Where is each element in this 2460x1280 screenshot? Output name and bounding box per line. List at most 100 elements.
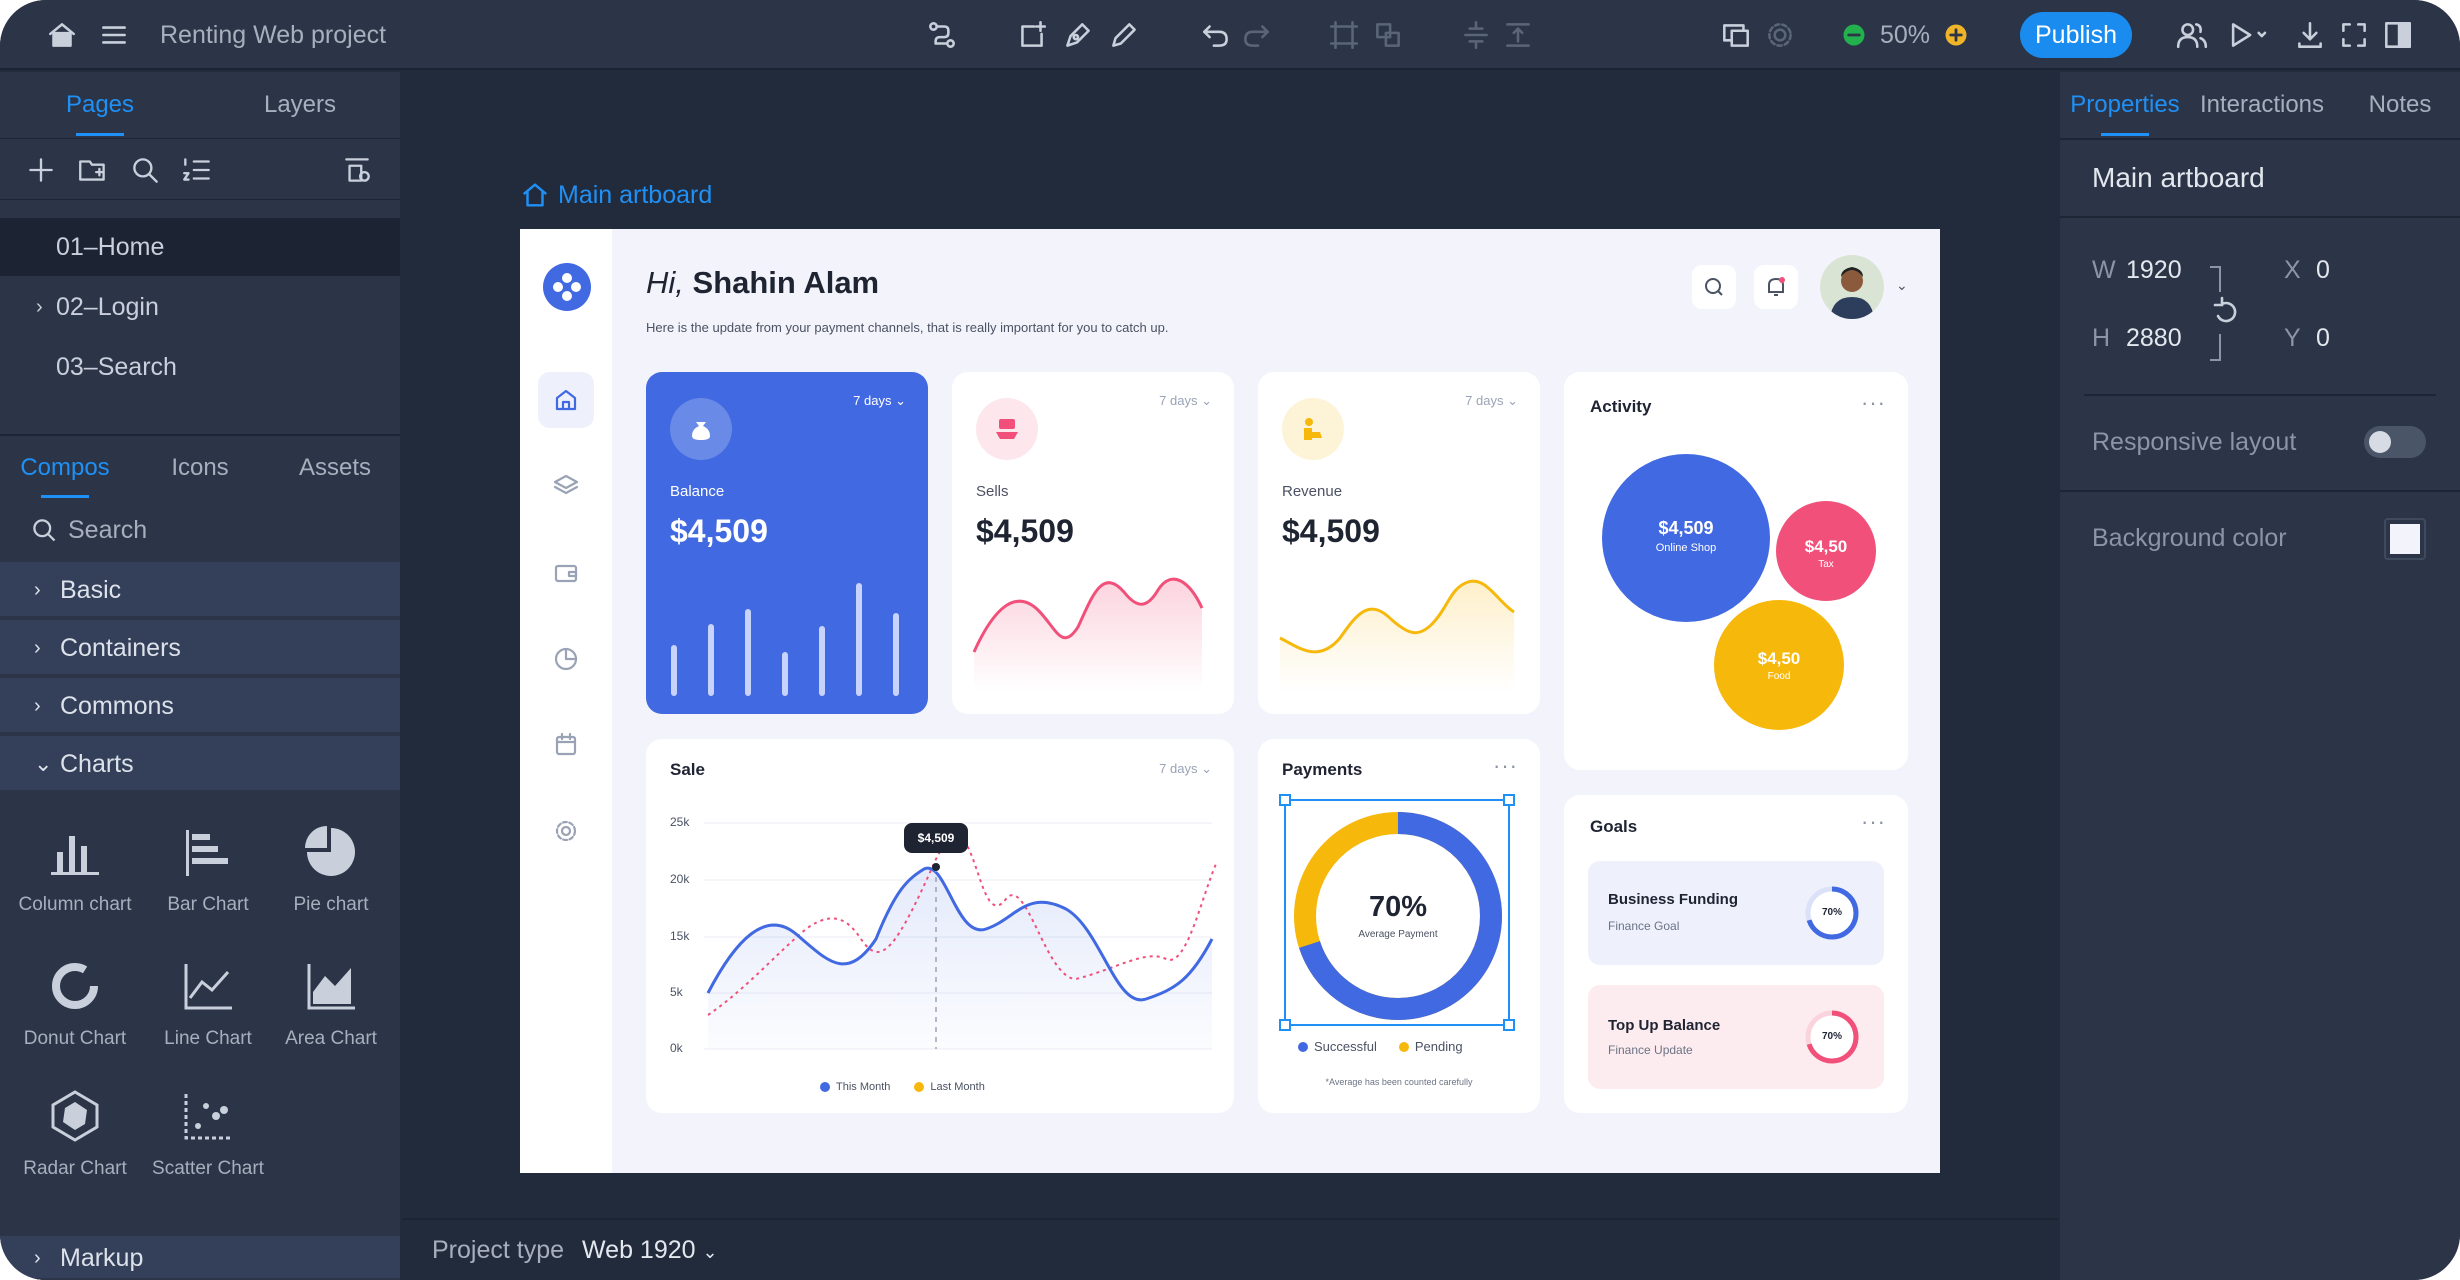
responsive-layout-toggle[interactable] [2364,426,2426,458]
nav-wallet-icon[interactable] [538,545,594,601]
activity-card[interactable]: Activity ··· $4,509 Online Shop $4,50 Ta… [1564,372,1908,770]
category-charts[interactable]: ⌄ Charts [0,736,400,792]
payments-card[interactable]: Payments ··· 70% Average Payment Success… [1258,739,1540,1113]
toggle-panel-icon[interactable] [2378,0,2418,70]
tab-properties[interactable]: Properties [2070,72,2180,138]
dashboard-search-button[interactable] [1692,265,1736,309]
donut-chart-item[interactable]: Donut Chart [10,956,140,1076]
pencil-icon[interactable] [1104,0,1144,70]
height-field[interactable]: 2880 [2126,324,2182,352]
add-page-icon[interactable] [24,153,58,187]
pie-chart-icon [305,826,355,876]
sort-list-icon[interactable] [180,153,214,187]
nav-settings-icon[interactable] [538,803,594,859]
redo-icon[interactable] [1236,0,1276,70]
bubble-value: $4,50 [1804,537,1848,556]
tab-pages[interactable]: Pages [40,72,160,138]
column-chart-item[interactable]: Column chart [10,822,140,942]
tab-notes[interactable]: Notes [2368,91,2432,118]
goals-card[interactable]: Goals ··· Business Funding Finance Goal … [1564,795,1908,1113]
range-select[interactable]: 7 days ⌄ [853,393,906,408]
avatar[interactable] [1820,255,1884,319]
tab-compos[interactable]: Compos [10,436,120,500]
pie-chart-item[interactable]: Pie chart [266,822,396,942]
tab-interactions[interactable]: Interactions [2199,91,2325,118]
play-preview-icon[interactable] [2218,0,2278,70]
project-type-select[interactable]: Web 1920 ⌄ [582,1236,718,1265]
chevron-right-icon[interactable]: › [36,296,43,318]
line-chart-item[interactable]: Line Chart [143,956,273,1076]
category-commons[interactable]: › Commons [0,678,400,734]
more-options-icon[interactable]: ··· [1861,809,1886,834]
goal-title: Business Funding [1608,891,1739,908]
more-options-icon[interactable]: ··· [1861,390,1886,415]
zoom-in-icon[interactable] [1940,0,1972,70]
bar-chart-item[interactable]: Bar Chart [143,822,273,942]
stat-label: Balance [670,483,725,500]
range-select[interactable]: 7 days ⌄ [1465,393,1518,408]
tab-layers[interactable]: Layers [263,91,337,118]
undo-icon[interactable] [1196,0,1236,70]
chevron-down-icon[interactable]: ⌄ [1896,277,1908,293]
tab-assets[interactable]: Assets [298,454,372,481]
sale-card[interactable]: Sale 7 days ⌄ 25k 20k 15k 5k 0k $4,509 T… [646,739,1234,1113]
width-field[interactable]: 1920 [2126,256,2182,284]
chart-item-label: Bar Chart [167,894,249,915]
x-field[interactable]: 0 [2316,256,2330,284]
fullscreen-icon[interactable] [2334,0,2374,70]
main-artboard[interactable]: Hi, Shahin Alam Here is the update from … [520,229,1940,1173]
goal-item[interactable]: Business Funding Finance Goal 70% [1588,861,1884,965]
device-preview-icon[interactable] [1716,0,1756,70]
y-field[interactable]: 0 [2316,324,2330,352]
legend-label: Last Month [930,1081,985,1093]
hand-money-icon [976,398,1038,460]
pen-tool-icon[interactable] [1058,0,1098,70]
component-search[interactable]: Search [0,500,400,560]
category-markup[interactable]: › Markup [0,1236,400,1280]
notifications-button[interactable] [1754,265,1798,309]
collaborators-icon[interactable] [2172,0,2212,70]
category-basic[interactable]: › Basic [0,562,400,618]
zoom-out-icon[interactable] [1838,0,1870,70]
top-toolbar: Renting Web project [0,0,2460,70]
page-item-search[interactable]: 03–Search [0,338,400,396]
range-select[interactable]: 7 days ⌄ [1159,761,1212,776]
add-frame-icon[interactable] [1012,0,1052,70]
publish-button[interactable]: Publish [2020,12,2132,58]
settings-gear-icon[interactable] [1760,0,1800,70]
category-containers[interactable]: › Containers [0,620,400,676]
nav-analytics-icon[interactable] [538,631,594,687]
balance-card[interactable]: 7 days ⌄ Balance $4,509 [646,372,928,714]
radar-chart-item[interactable]: Radar Chart [10,1086,140,1206]
download-icon[interactable] [2290,0,2330,70]
distribute-icon[interactable] [1498,0,1538,70]
nav-calendar-icon[interactable] [538,717,594,773]
zoom-level[interactable]: 50% [1880,21,1931,49]
nav-layers-icon[interactable] [538,458,594,514]
tab-icons[interactable]: Icons [171,454,229,481]
link-dimensions-icon[interactable] [2208,264,2248,364]
range-select[interactable]: 7 days ⌄ [1159,393,1212,408]
add-folder-icon[interactable] [76,153,110,187]
y-tick: 0k [670,1041,683,1055]
artboard-label[interactable]: Main artboard [520,180,712,210]
revenue-card[interactable]: 7 days ⌄ Revenue $4,509 [1258,372,1540,714]
nav-home-icon[interactable] [538,372,594,428]
page-item-login[interactable]: › 02–Login [0,278,400,336]
page-item-home[interactable]: 01–Home [0,218,400,276]
home-icon[interactable] [42,0,82,70]
align-center-icon[interactable] [1456,0,1496,70]
connect-icon[interactable] [922,0,962,70]
sells-card[interactable]: 7 days ⌄ Sells $4,509 [952,372,1234,714]
group-icon[interactable] [1324,0,1364,70]
goal-item[interactable]: Top Up Balance Finance Update 70% [1588,985,1884,1089]
search-pages-icon[interactable] [128,153,162,187]
area-chart-item[interactable]: Area Chart [266,956,396,1076]
ungroup-icon[interactable] [1368,0,1408,70]
scatter-chart-item[interactable]: Scatter Chart [143,1086,273,1206]
bubble-label: Food [1767,671,1791,682]
background-color-swatch[interactable] [2384,518,2426,560]
menu-icon[interactable] [94,0,134,70]
search-input[interactable]: Search [68,515,148,544]
page-settings-icon[interactable] [340,153,374,187]
